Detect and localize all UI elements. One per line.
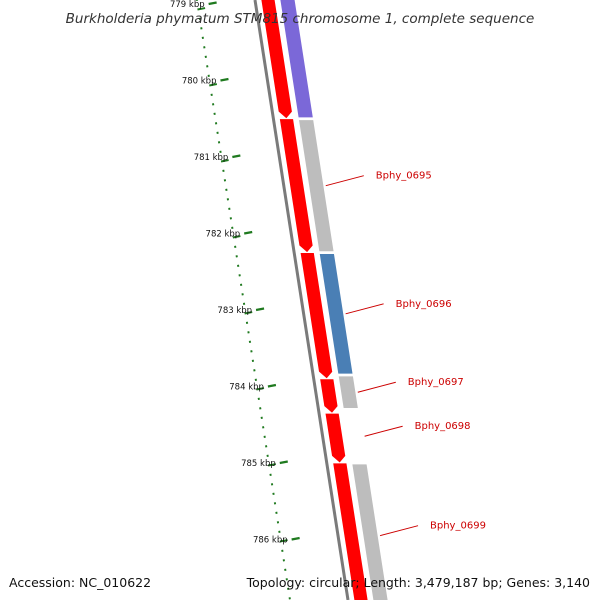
genome-summary-text: Topology: circular; Length: 3,479,187 bp… [246, 575, 590, 590]
scale-tick-label: 781 kbp [194, 153, 229, 163]
scale-tick [220, 77, 229, 82]
gc-tick-mark [209, 83, 218, 87]
gene-label[interactable]: Bphy_0695 [376, 171, 432, 182]
scale-tick-label: 784 kbp [229, 383, 264, 393]
scale-tick [291, 536, 300, 541]
reverse-gene [337, 375, 359, 409]
scale-tick-label: 786 kbp [253, 536, 288, 546]
gc-skew-track [196, 0, 291, 600]
gc-tick-mark [232, 235, 241, 239]
scale-tick [232, 154, 241, 159]
gc-tick-mark [267, 463, 276, 467]
scale-tick-label: 780 kbp [182, 77, 217, 87]
gc-tick-mark [220, 159, 229, 163]
gc-tick-mark [279, 539, 288, 543]
reverse-strand-genes [279, 0, 389, 600]
forward-gene [319, 378, 339, 414]
forward-gene [278, 118, 314, 254]
gene-label-leader [379, 525, 419, 537]
gene-label[interactable]: Bphy_0696 [396, 299, 452, 310]
gene-label-leader [345, 303, 384, 315]
gene-label-leader [357, 381, 396, 393]
gene-label-leader [325, 175, 364, 187]
scale-tick-label: 785 kbp [241, 459, 276, 469]
forward-gene [332, 462, 369, 600]
gene-label[interactable]: Bphy_0698 [415, 421, 471, 432]
scale-ticks: 779 kbp 780 kbp 781 kbp 782 kbp 783 kbp 784 k… [170, 0, 300, 546]
gene-labels: Bphy_0695 Bphy_0696 Bphy_0697 Bphy_0698 Bphy… [325, 171, 486, 537]
scale-tick [243, 230, 253, 235]
scale-tick-label: 782 kbp [206, 230, 241, 240]
gene-label[interactable]: Bphy_0697 [408, 377, 464, 388]
forward-gene [260, 0, 293, 120]
scale-tick [267, 383, 277, 388]
forward-gene [299, 252, 334, 380]
gene-label[interactable]: Bphy_0699 [430, 521, 486, 532]
scale-tick [208, 1, 217, 6]
gene-label-leader [364, 425, 403, 437]
scale-tick [279, 460, 288, 465]
scale-tick-label: 783 kbp [217, 306, 252, 316]
reverse-gene [279, 0, 314, 119]
forward-strand-genes [260, 0, 369, 600]
accession-text: Accession: NC_010622 [9, 575, 151, 590]
chromosome-backbone [253, 0, 350, 600]
scale-tick [255, 307, 265, 312]
scale-tick-label: 779 kbp [170, 0, 205, 10]
reverse-gene [298, 119, 335, 253]
backbone-line [253, 0, 350, 600]
gc-tick-mark [244, 311, 253, 315]
map-title: Burkholderia phymatum STM815 chromosome … [66, 11, 535, 27]
forward-gene [324, 412, 347, 464]
reverse-gene [351, 463, 389, 600]
gc-tick-mark [197, 7, 206, 11]
reverse-gene [318, 253, 354, 375]
gc-tick-mark [256, 387, 265, 391]
